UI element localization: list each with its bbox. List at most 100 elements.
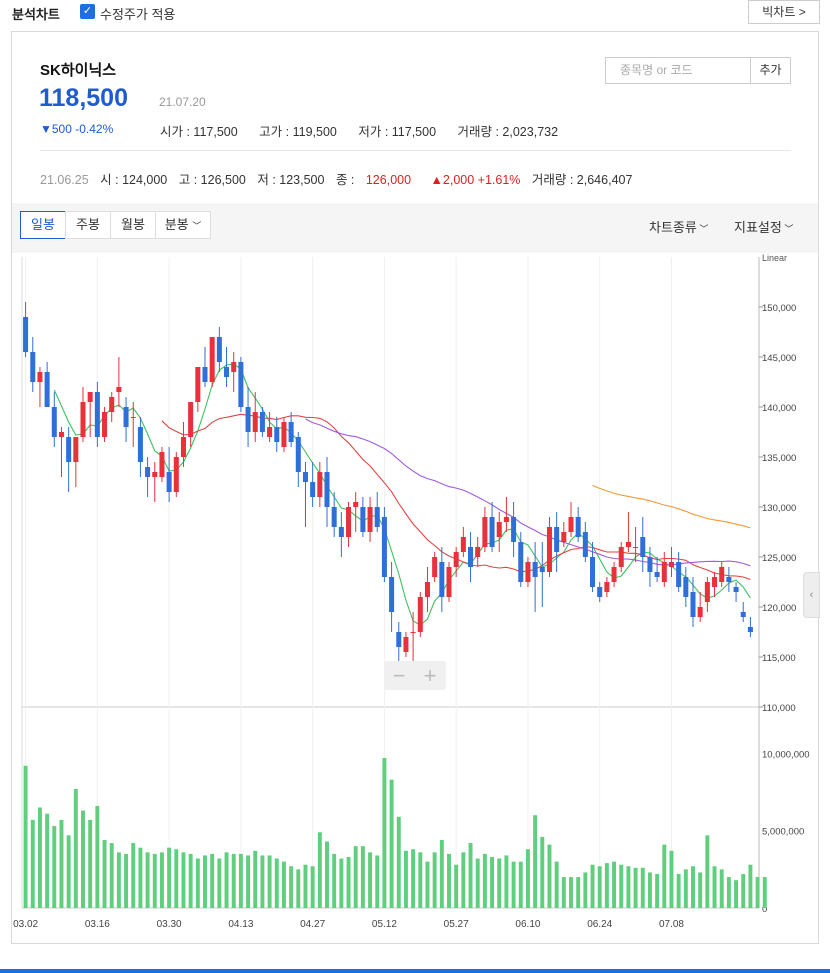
hover-close: 126,000 — [365, 173, 412, 187]
candle-body — [209, 337, 215, 382]
price-tick-label: 145,000 — [762, 353, 796, 364]
volume-bar — [382, 758, 387, 908]
candle-body — [618, 547, 624, 567]
volume-bar — [174, 849, 179, 908]
volume-bar — [210, 853, 215, 908]
candle-body — [446, 567, 452, 597]
candle-body — [295, 437, 301, 472]
candle-body — [94, 392, 100, 437]
zoom-out-icon[interactable]: − — [393, 663, 406, 688]
candle-body — [633, 547, 639, 548]
volume-bar — [267, 855, 272, 908]
candle-body — [317, 472, 323, 497]
price-tick-label: 150,000 — [762, 303, 796, 314]
candle-body — [582, 532, 588, 557]
bigchart-button[interactable]: 빅차트 > — [748, 0, 820, 24]
adjusted-price-label[interactable]: 수정주가 적용 — [100, 7, 176, 22]
ma120-line — [592, 484, 751, 529]
tab-minute-label: 분봉 — [164, 217, 189, 232]
indicator-settings-label: 지표설정 — [734, 220, 782, 235]
hover-info-line: 21.06.25 시 : 124,000 고 : 126,500 저 : 123… — [40, 169, 640, 188]
candle-body — [367, 507, 373, 532]
indicator-settings-dropdown[interactable]: 지표설정 ﹀ — [734, 217, 793, 236]
adjusted-price-checkbox[interactable]: ✓ — [80, 4, 95, 19]
volume-bar — [124, 853, 129, 908]
volume-bar — [274, 858, 279, 908]
tab-monthly[interactable]: 월봉 — [110, 211, 156, 239]
candle-body — [676, 562, 682, 587]
volume-tick-label: 10,000,000 — [762, 749, 810, 760]
volume-bar — [418, 852, 423, 908]
candle-body — [166, 472, 172, 492]
candle-body — [159, 452, 165, 477]
volume-bar — [52, 826, 57, 908]
candle-body — [439, 562, 445, 597]
candle-body — [238, 362, 244, 407]
candle-body — [338, 527, 344, 537]
volume-bar — [375, 855, 380, 908]
candle-body — [568, 517, 574, 532]
candle-body — [102, 412, 108, 437]
zoom-control — [384, 661, 446, 690]
stock-search-input[interactable]: 종목명 or 코드 — [605, 57, 751, 84]
candle-body — [252, 412, 258, 432]
volume-bar — [145, 852, 150, 908]
volume-bar — [439, 839, 444, 908]
candle-body — [489, 517, 495, 547]
volume-bar — [332, 853, 337, 908]
candle-body — [324, 472, 330, 507]
candle-body — [690, 592, 696, 617]
candle-body — [554, 527, 560, 552]
x-tick-label: 03.30 — [157, 919, 182, 930]
candle-body — [697, 607, 703, 617]
volume-bar — [497, 858, 502, 908]
tab-minute[interactable]: 분봉 ﹀ — [155, 211, 211, 239]
tab-daily[interactable]: 일봉 — [20, 211, 66, 239]
volume-bar — [303, 864, 308, 908]
volume-bar — [525, 849, 530, 908]
candle-body — [640, 537, 646, 557]
candle-body — [80, 402, 86, 437]
volume-bar — [597, 866, 602, 908]
candle-body — [604, 582, 610, 592]
volume-bar — [188, 853, 193, 908]
hover-close-wrap: 종 : 126,000 — [336, 173, 419, 187]
candle-body — [403, 637, 409, 652]
candle-body — [396, 632, 402, 647]
open-price: 시가 : 117,500 — [160, 125, 238, 139]
candle-body — [224, 367, 230, 377]
tab-weekly[interactable]: 주봉 — [65, 211, 111, 239]
chart-type-dropdown[interactable]: 차트종류 ﹀ — [649, 217, 708, 236]
price-date: 21.07.20 — [159, 95, 206, 109]
page-title: 분석차트 — [12, 7, 60, 22]
volume-bar — [159, 852, 164, 908]
candle-body — [130, 417, 136, 418]
chevron-left-icon: ‹ — [809, 589, 814, 601]
volume-bar — [368, 852, 373, 908]
candle-body — [281, 422, 287, 447]
volume-bar — [389, 779, 394, 908]
volume-bar — [576, 877, 581, 908]
candle-body — [597, 587, 603, 597]
volume-bar — [755, 877, 760, 908]
volume-bar — [633, 867, 638, 908]
volume-bar — [353, 846, 358, 908]
volume-bar — [109, 843, 114, 908]
volume-bar — [195, 858, 200, 908]
current-price: 118,500 — [39, 84, 128, 112]
price-tick-label: 115,000 — [762, 653, 796, 664]
add-stock-button[interactable]: 추가 — [750, 57, 791, 84]
candle-body — [123, 407, 129, 427]
price-tick-label: 125,000 — [762, 553, 796, 564]
price-stats: 시가 : 117,500 고가 : 119,500 저가 : 117,500 거… — [160, 121, 576, 140]
candle-body — [661, 562, 667, 582]
side-panel-toggle[interactable]: ‹ — [803, 572, 820, 618]
price-tick-label: 120,000 — [762, 603, 796, 614]
volume-bar — [454, 864, 459, 908]
zoom-in-icon[interactable]: + — [424, 663, 437, 688]
volume-bar — [360, 846, 365, 908]
candle-body — [668, 562, 674, 567]
candle-body — [525, 562, 531, 582]
volume-bar — [224, 852, 229, 908]
